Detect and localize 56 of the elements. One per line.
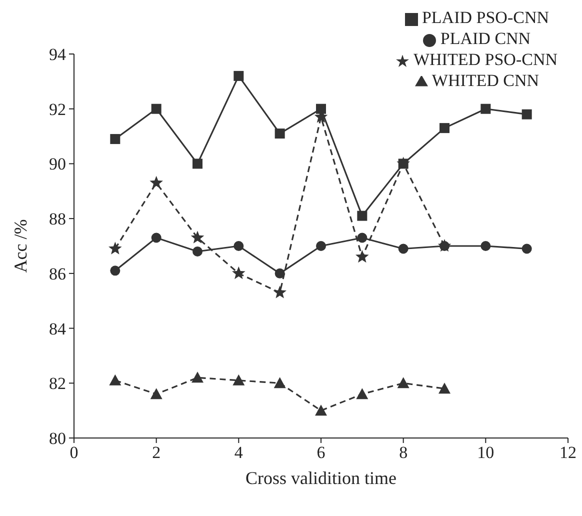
point (274, 377, 286, 388)
x-tick-label: 8 (399, 443, 408, 462)
point (150, 176, 163, 189)
y-tick-label: 88 (49, 210, 66, 229)
point (397, 377, 410, 388)
y-tick-label: 86 (49, 264, 66, 284)
point (274, 268, 285, 278)
point (232, 266, 246, 280)
point (522, 244, 532, 254)
x-tick-label: 4 (234, 443, 244, 462)
point (273, 286, 286, 298)
x-tick-label: 6 (316, 443, 326, 462)
point (480, 241, 491, 251)
point (192, 158, 202, 169)
y-tick-label: 90 (49, 154, 66, 174)
point (232, 374, 245, 386)
legend-label: WHITED CNN (432, 71, 540, 90)
legend-label: PLAID PSO-CNN (422, 8, 550, 27)
point (109, 374, 122, 386)
point (234, 241, 244, 251)
point (108, 242, 122, 254)
x-axis-title: Cross validition time (246, 468, 397, 488)
x-tick-label: 12 (560, 443, 576, 462)
point (150, 388, 162, 400)
legend-label: WHITED PSO-CNN (413, 50, 558, 69)
point (315, 404, 327, 416)
y-tick-label: 92 (49, 100, 66, 119)
y-axis-title: Acc /% (10, 219, 30, 273)
y-tick-label: 94 (49, 45, 66, 64)
point (151, 104, 162, 114)
point (357, 210, 368, 221)
x-tick-label: 2 (152, 443, 161, 462)
point (398, 244, 408, 254)
point (522, 109, 532, 120)
point (316, 241, 326, 251)
y-tick-label: 84 (49, 319, 66, 338)
point (480, 104, 491, 114)
point (151, 232, 162, 243)
point (192, 246, 202, 256)
point (356, 388, 368, 400)
x-tick-label: 0 (70, 443, 78, 462)
y-tick-label: 80 (49, 429, 66, 448)
point (316, 104, 326, 114)
point (190, 230, 204, 244)
x-tick-label: 10 (477, 443, 494, 462)
point (357, 232, 368, 243)
point (440, 123, 450, 134)
point (110, 134, 120, 144)
legend-label: PLAID CNN (440, 29, 531, 48)
point (438, 382, 450, 394)
point (110, 266, 120, 276)
y-tick-label: 82 (49, 374, 66, 394)
point (192, 372, 204, 383)
point (356, 250, 369, 263)
point (274, 128, 285, 139)
point (234, 70, 244, 81)
